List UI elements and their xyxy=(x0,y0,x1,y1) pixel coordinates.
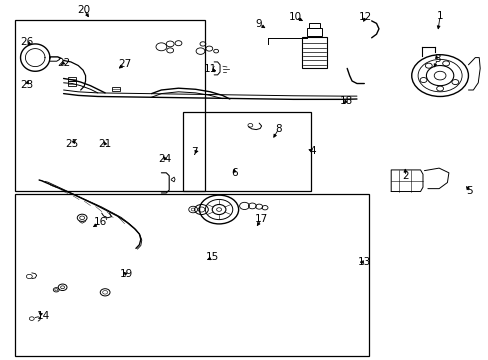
Text: 11: 11 xyxy=(203,64,217,74)
Bar xyxy=(112,87,120,91)
Text: 1: 1 xyxy=(436,11,443,21)
Text: 22: 22 xyxy=(57,58,70,68)
Bar xyxy=(308,23,319,28)
Text: 2: 2 xyxy=(402,171,408,181)
Text: 25: 25 xyxy=(65,139,79,149)
Text: 5: 5 xyxy=(465,186,472,196)
Text: 15: 15 xyxy=(205,252,219,262)
Bar xyxy=(15,20,205,191)
Text: 20: 20 xyxy=(78,5,90,15)
Text: 9: 9 xyxy=(255,19,262,30)
Text: 4: 4 xyxy=(309,146,316,156)
Text: 27: 27 xyxy=(118,59,131,69)
Text: 23: 23 xyxy=(20,80,34,90)
Bar xyxy=(68,81,76,86)
Text: 21: 21 xyxy=(98,139,112,149)
Text: 3: 3 xyxy=(433,54,440,64)
Text: 14: 14 xyxy=(36,311,50,321)
Bar xyxy=(15,194,368,356)
Bar xyxy=(306,28,321,36)
Text: 19: 19 xyxy=(119,269,133,279)
Text: 12: 12 xyxy=(358,12,372,22)
Text: 8: 8 xyxy=(275,124,282,134)
Text: 16: 16 xyxy=(93,217,107,228)
Text: 10: 10 xyxy=(289,12,302,22)
Bar xyxy=(183,112,310,191)
Text: 6: 6 xyxy=(231,168,238,178)
Text: 13: 13 xyxy=(357,257,370,267)
Bar xyxy=(68,77,76,81)
Text: 24: 24 xyxy=(158,154,172,164)
Text: 18: 18 xyxy=(339,96,352,106)
Text: 7: 7 xyxy=(191,147,198,157)
Text: 26: 26 xyxy=(20,37,34,48)
Text: 17: 17 xyxy=(254,214,268,224)
Bar xyxy=(302,37,326,68)
